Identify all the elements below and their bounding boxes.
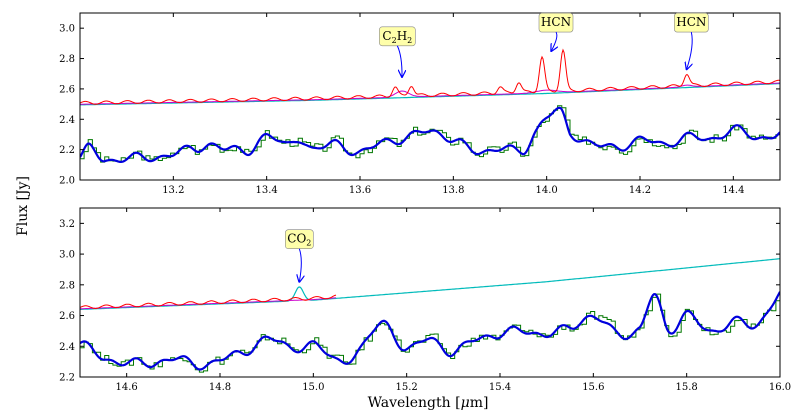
axes-frame [79, 12, 781, 181]
observed-spectrum [80, 105, 780, 163]
annotation-subscript: 2 [407, 36, 412, 45]
molecule-annotation: HCN [538, 12, 574, 51]
y-tick-label: 3.2 [59, 219, 75, 230]
annotation-symbol: HCN [541, 15, 571, 29]
x-tick-label: 15.2 [396, 382, 418, 393]
annotation-arrow [687, 31, 693, 69]
y-tick-label: 2.4 [59, 115, 75, 126]
y-tick-label: 2.6 [59, 84, 75, 95]
y-tick-label: 3.0 [59, 250, 75, 261]
annotation-label: HCN [676, 15, 706, 29]
y-tick-label: 2.6 [59, 311, 75, 322]
y-tick-label: 2.2 [59, 145, 75, 156]
c2h2-model-line [80, 297, 337, 310]
annotation-symbol: HCN [676, 15, 706, 29]
x-tick-label: 13.4 [256, 185, 278, 196]
molecule-annotation: CO2 [285, 229, 314, 282]
x-tick-label: 16.0 [769, 382, 791, 393]
x-tick-label: 15.0 [302, 382, 324, 393]
molecule-annotation: C2H2 [379, 26, 416, 77]
plot-area [80, 258, 780, 373]
annotation-label: CO2 [287, 232, 311, 248]
annotation-subscript: 2 [392, 36, 397, 45]
y-tick-label: 2.8 [59, 280, 75, 291]
x-tick-label: 14.2 [629, 185, 651, 196]
molecule-annotation: HCN [674, 12, 709, 69]
y-tick-label: 3.0 [59, 24, 75, 35]
molecule-model-line [80, 48, 780, 105]
annotation-symbol: CO [287, 232, 306, 246]
y-tick-label: 2.2 [59, 373, 75, 384]
x-axis-label-mu: μ [461, 395, 470, 411]
x-tick-label: 13.6 [349, 185, 371, 196]
annotation-subscript: 2 [306, 239, 311, 248]
annotation-arrow [396, 45, 402, 77]
annotation-symbol: C [382, 29, 391, 43]
bottom-panel: 14.6 14.8 15.0 15.2 15.4 15.6 15.8 16.0 2.2 2.4 2.… [59, 207, 791, 393]
x-axis-label: Wavelength [μm] [368, 395, 489, 411]
annotation-arrow [551, 31, 557, 51]
axes-frame [79, 207, 781, 378]
x-tick-label: 15.8 [676, 382, 698, 393]
x-tick-label: 15.4 [489, 382, 511, 393]
x-tick-label: 13.2 [162, 185, 184, 196]
annotation-label: C2H2 [382, 29, 412, 45]
y-tick-label: 2.8 [59, 54, 75, 65]
x-tick-label: 14.6 [116, 382, 138, 393]
x-axis-label-unit: m] [470, 395, 489, 411]
x-axis-label-text: Wavelength [ [368, 395, 461, 411]
molecule-model-line [80, 294, 337, 309]
y-axis-label: Flux [Jy] [15, 176, 31, 236]
y-tick-label: 2.0 [59, 176, 75, 187]
x-tick-label: 14.4 [722, 185, 744, 196]
annotation-symbol: H [397, 29, 407, 43]
annotation-arrow [299, 248, 301, 282]
x-tick-label: 15.6 [582, 382, 604, 393]
annotation-label: HCN [541, 15, 571, 29]
model-spectrum [80, 106, 780, 163]
model-spectrum [80, 291, 780, 371]
x-tick-label: 14.0 [536, 185, 558, 196]
continuum-line [80, 83, 780, 106]
x-tick-label: 14.8 [209, 382, 231, 393]
top-panel: 13.2 13.4 13.6 13.8 14.0 14.2 14.4 2.0 2.2 2.4 2.6… [59, 12, 781, 196]
x-tick-label: 13.8 [442, 185, 464, 196]
continuum-line [80, 258, 780, 310]
y-tick-label: 2.4 [59, 342, 75, 353]
plot-area [80, 48, 780, 163]
